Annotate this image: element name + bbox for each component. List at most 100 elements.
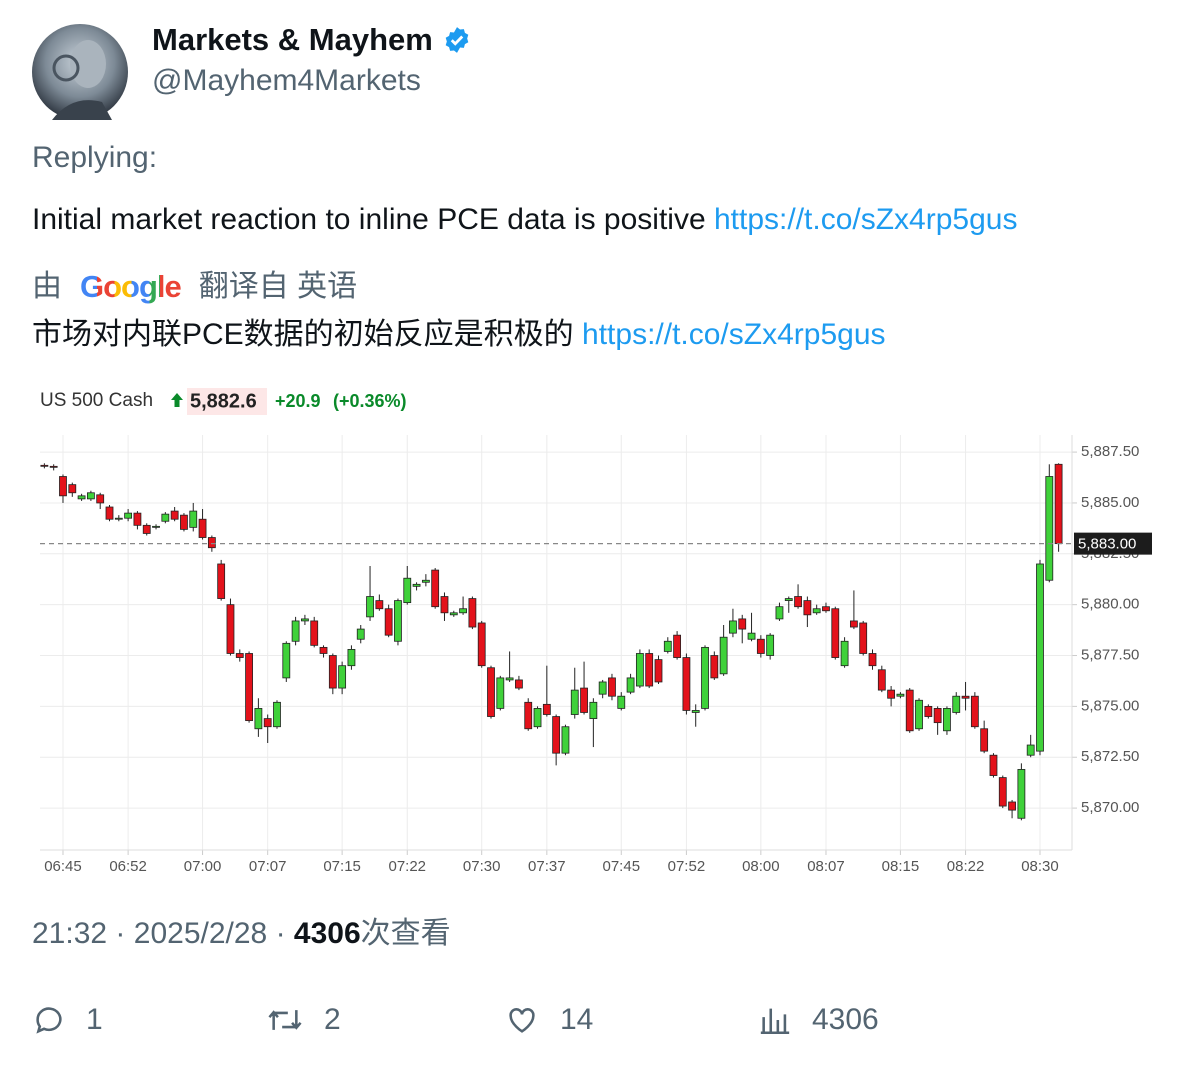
candle-body — [114, 517, 123, 520]
candle-body — [1008, 801, 1016, 811]
candle-body — [487, 667, 495, 717]
candle-body — [1045, 476, 1054, 581]
candle-body — [133, 512, 142, 526]
candle-body — [868, 653, 877, 667]
candle-body — [896, 693, 905, 697]
candle-body — [729, 620, 737, 634]
candle-body — [952, 695, 961, 713]
candle-body — [170, 510, 179, 520]
candle-body — [105, 506, 114, 520]
views-count: 4306 — [812, 1003, 879, 1036]
y-tick-label: 5,870.00 — [1081, 799, 1139, 816]
y-tick-label: 5,880.00 — [1081, 596, 1139, 613]
candle-body — [1054, 463, 1063, 545]
x-tick-label: 08:15 — [882, 858, 920, 875]
candle-body — [515, 679, 523, 689]
author-handle[interactable]: @Mayhem4Markets — [152, 64, 421, 97]
candle-body — [1017, 769, 1026, 819]
reply-count: 1 — [86, 1003, 103, 1036]
candle-body — [245, 653, 253, 722]
candle-body — [440, 596, 449, 614]
candle-body — [905, 689, 914, 732]
separator: · — [115, 917, 126, 950]
chart-title: US 500 Cash — [40, 390, 153, 411]
candle-body — [1026, 744, 1035, 756]
candle-body — [673, 634, 682, 658]
time: 21:32 — [32, 917, 108, 950]
candle-body — [598, 681, 607, 695]
candle-body — [580, 687, 588, 713]
candle-body — [77, 495, 86, 500]
candle-body — [645, 653, 654, 687]
candle-body — [468, 598, 477, 628]
candle-body — [980, 728, 989, 752]
candle-body — [589, 701, 598, 719]
x-tick-label: 07:30 — [463, 858, 501, 875]
y-tick-label: 5,885.00 — [1081, 494, 1139, 511]
x-tick-label: 07:22 — [388, 858, 426, 875]
author-row: Markets & Mayhem — [152, 22, 471, 58]
translation-label: 翻译自 英语 — [198, 270, 358, 303]
candle-body — [710, 655, 719, 679]
avatar[interactable] — [32, 24, 128, 120]
candle-body — [794, 596, 802, 608]
candle-body — [877, 669, 886, 691]
candle-body — [347, 649, 356, 667]
like-count: 14 — [560, 1003, 594, 1036]
candle-body — [663, 640, 672, 652]
candle-body — [217, 563, 226, 599]
candle-body — [226, 604, 235, 654]
candle-body — [849, 620, 858, 628]
candle-body — [356, 628, 365, 640]
date: 2025/2/28 — [133, 917, 268, 950]
candle-body — [96, 494, 105, 504]
author-name[interactable]: Markets & Mayhem — [152, 22, 433, 57]
y-tick-label: 5,872.50 — [1081, 748, 1139, 765]
retweet-button[interactable]: 2 — [266, 1003, 341, 1037]
retweet-icon — [268, 1010, 302, 1030]
candle-body — [505, 677, 514, 681]
x-tick-label: 07:45 — [603, 858, 641, 875]
google-logo: Google — [80, 269, 182, 304]
candle-body — [933, 708, 942, 724]
candle-body — [608, 677, 616, 697]
candle-body — [533, 708, 542, 728]
translation-row: 市场对内联PCE数据的初始反应是积极的 https://t.co/sZx4rp5… — [32, 317, 886, 353]
like-icon — [509, 1008, 535, 1033]
verified-badge — [445, 27, 469, 53]
candle-body — [328, 655, 337, 689]
timestamp-row: 21:32 · 2025/2/28 · 4306次查看 — [32, 916, 451, 952]
price-bg — [187, 388, 267, 415]
candle-body — [254, 708, 263, 730]
candle-body — [394, 600, 402, 642]
candle-body — [803, 600, 812, 616]
x-tick-label: 08:22 — [947, 858, 985, 875]
x-tick-label: 07:00 — [184, 858, 222, 875]
candle-body — [86, 492, 95, 500]
like-button[interactable]: 14 — [504, 1003, 593, 1037]
candle-body — [375, 600, 384, 610]
candle-body — [449, 612, 458, 616]
candle-body — [301, 618, 309, 622]
candle-body — [989, 754, 998, 776]
candle-body — [701, 646, 709, 709]
candle-body — [124, 512, 133, 519]
translation-link[interactable]: https://t.co/sZx4rp5gus — [582, 318, 886, 351]
candle-body — [384, 608, 393, 636]
reply-button[interactable]: 1 — [32, 1003, 103, 1037]
candle-body — [961, 695, 970, 699]
candle-body — [180, 514, 188, 530]
tweet-link[interactable]: https://t.co/sZx4rp5gus — [714, 203, 1018, 236]
candle-body — [654, 659, 663, 683]
views-button[interactable]: 4306 — [758, 1003, 879, 1037]
candle-body — [943, 708, 951, 732]
x-tick-label: 08:07 — [807, 858, 845, 875]
candle-body — [1036, 563, 1044, 752]
candle-body — [319, 646, 328, 654]
view-count: 4306 — [293, 917, 361, 950]
price: 5,882.6 — [190, 390, 257, 412]
candle-body — [822, 606, 830, 612]
candle-body — [459, 608, 467, 614]
candle-body — [263, 718, 272, 728]
candle-body — [970, 695, 979, 728]
